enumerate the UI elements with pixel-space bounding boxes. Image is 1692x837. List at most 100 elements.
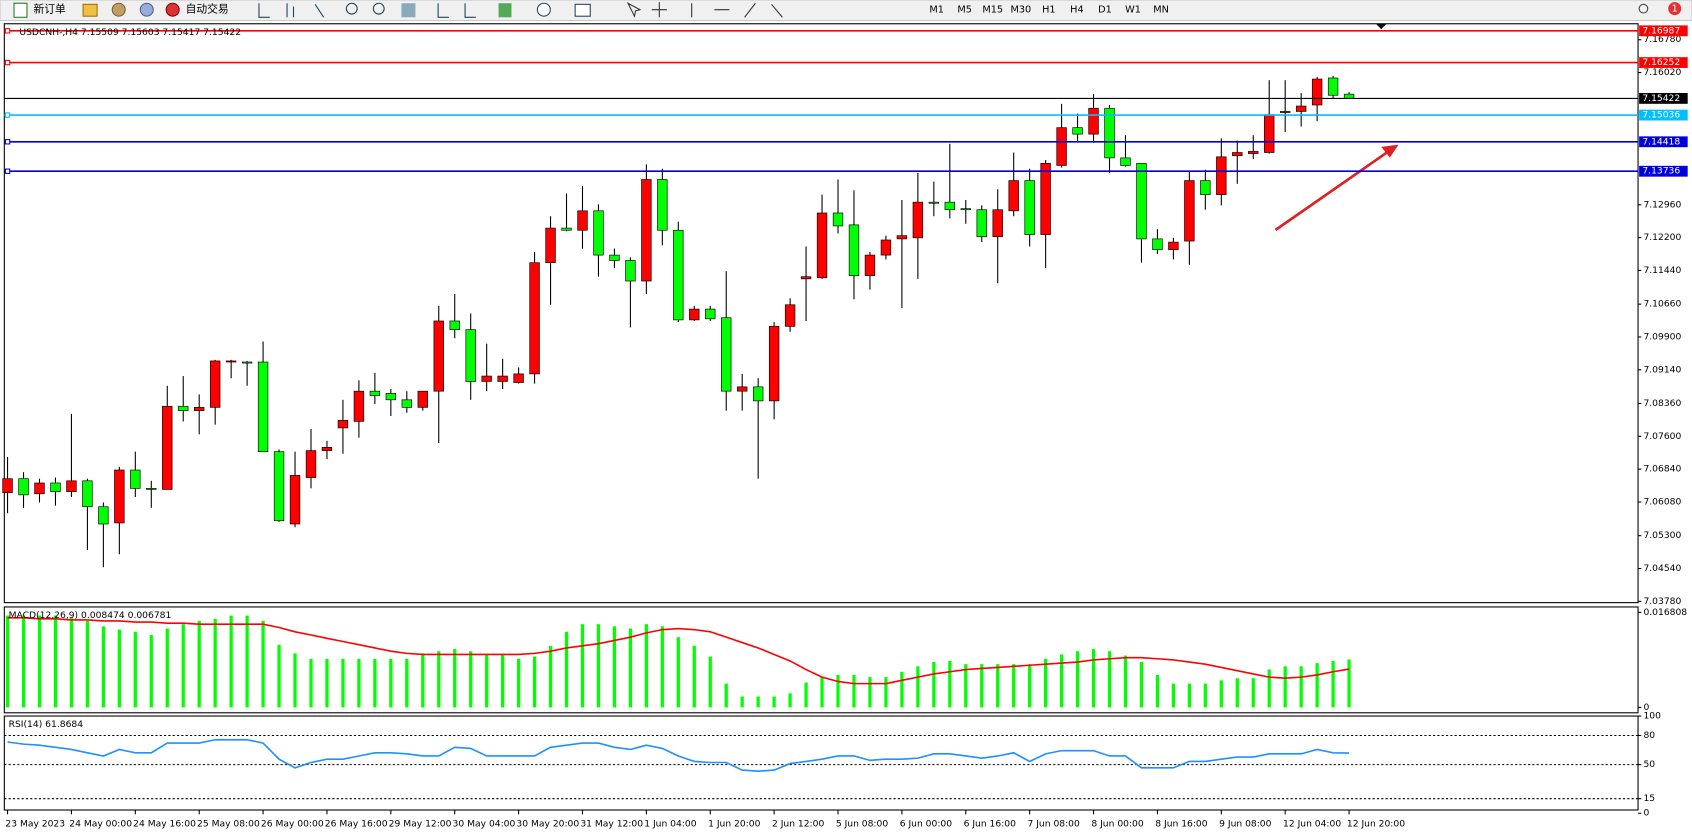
- candle-body: [1136, 162, 1147, 240]
- x-tick-label: 30 May 04:00: [453, 819, 516, 830]
- chart-type-icons[interactable]: [258, 3, 325, 18]
- candle-body: [848, 224, 860, 276]
- indicators[interactable]: [498, 3, 512, 18]
- macd-bar: [405, 658, 409, 708]
- macd-bar: [21, 615, 26, 708]
- timeframe-button[interactable]: D1: [1098, 5, 1112, 16]
- toolbar-icon[interactable]: [139, 2, 154, 17]
- search[interactable]: [1638, 3, 1649, 14]
- auto-trading-icon[interactable]: [165, 2, 180, 17]
- candle-body: [912, 201, 924, 239]
- price-tag-label: 7.13736: [1642, 166, 1680, 177]
- y-tick-label: 7.16020: [1643, 67, 1681, 78]
- y-tick-label: 7.08360: [1643, 398, 1681, 409]
- y-tick-label: 15: [1643, 793, 1655, 804]
- candle-body: [1056, 127, 1067, 166]
- tile-windows[interactable]: [401, 3, 416, 18]
- candle-body: [1008, 180, 1019, 212]
- macd-bar: [245, 615, 249, 708]
- macd-bar: [373, 658, 377, 708]
- macd-bar: [1155, 674, 1160, 708]
- y-tick-label: 80: [1643, 730, 1655, 741]
- scroll-icons[interactable]: [437, 3, 476, 18]
- candle-body: [896, 235, 908, 240]
- drawing-tools[interactable]: [626, 1, 783, 18]
- y-tick-label: 7.10660: [1643, 299, 1681, 310]
- candle-body: [289, 475, 301, 525]
- macd-bar: [261, 620, 265, 708]
- y-tick-label: 7.12200: [1643, 232, 1681, 243]
- new-order-button[interactable]: 新订单: [33, 3, 66, 16]
- periods[interactable]: [536, 2, 551, 17]
- new-order-icon[interactable]: [13, 2, 28, 18]
- zoom-in[interactable]: [345, 2, 358, 15]
- timeframe-button[interactable]: M15: [982, 5, 1003, 16]
- macd-bar: [948, 660, 952, 708]
- x-tick-label: 1 Jun 20:00: [708, 819, 760, 830]
- macd-bar: [820, 677, 824, 708]
- macd-bar: [932, 662, 936, 708]
- timeframe-button[interactable]: M1: [929, 5, 944, 16]
- timeframe-button[interactable]: MN: [1153, 5, 1169, 16]
- macd-bar: [309, 658, 313, 708]
- macd-bar: [628, 628, 633, 708]
- timeframe-button[interactable]: M5: [957, 5, 972, 16]
- timeframe-button[interactable]: H4: [1070, 5, 1083, 16]
- panel-title: MACD(12,26,9) 0.008474 0.006781: [9, 610, 172, 621]
- candle-body: [353, 390, 365, 422]
- candle-body: [481, 375, 492, 382]
- candle-body: [992, 209, 1003, 238]
- panel-title: RSI(14) 61.8684: [9, 719, 84, 730]
- toolbar-icon[interactable]: [111, 2, 126, 17]
- candle-body: [832, 212, 844, 227]
- candle-body: [880, 239, 892, 256]
- candle-body: [1184, 180, 1195, 242]
- candle-body: [130, 469, 141, 489]
- macd-bar: [181, 624, 185, 708]
- candle-body: [273, 451, 285, 522]
- y-tick-label: 7.07600: [1643, 431, 1681, 442]
- macd-bar: [1219, 680, 1223, 708]
- macd-bar: [916, 666, 920, 708]
- toolbar-icon[interactable]: [82, 3, 98, 17]
- y-tick-label: 7.06840: [1643, 464, 1681, 475]
- auto-trading-button[interactable]: 自动交易: [186, 3, 229, 16]
- candle-body: [529, 262, 540, 375]
- macd-bar: [868, 677, 872, 708]
- x-tick-label: 24 May 00:00: [69, 819, 132, 830]
- level-handle: [4, 59, 11, 66]
- templates[interactable]: [574, 3, 591, 17]
- notification-badge[interactable]: [1668, 2, 1682, 16]
- macd-bar: [1044, 658, 1048, 708]
- candle-body: [1248, 151, 1259, 154]
- macd-bar: [37, 615, 42, 708]
- macd-bar: [660, 626, 664, 708]
- candle-body: [1200, 180, 1211, 195]
- macd-bar: [1283, 666, 1287, 708]
- candle-body: [1295, 105, 1307, 112]
- zoom-out[interactable]: [372, 2, 385, 15]
- y-tick-label: 7.09900: [1643, 331, 1681, 342]
- price-tag: [1639, 25, 1688, 37]
- timeframe-button[interactable]: M30: [1010, 5, 1031, 16]
- candle-body: [178, 405, 189, 411]
- x-tick-label: 31 May 12:00: [580, 819, 643, 830]
- x-tick-label: 26 May 16:00: [325, 819, 388, 830]
- x-tick-label: 7 Jun 08:00: [1028, 819, 1080, 830]
- timeframes: M1 M5 M15 M30 H1 H4 D1 W1 MN: [929, 5, 1169, 16]
- x-tick-label: 24 May 16:00: [133, 819, 196, 830]
- macd-signal: [7, 616, 1350, 685]
- macd-bar: [884, 677, 888, 708]
- timeframe-button[interactable]: W1: [1125, 5, 1141, 16]
- y-tick-label: 0: [1643, 808, 1649, 819]
- candle-body: [194, 407, 205, 411]
- x-tick-label: 12 Jun 04:00: [1283, 819, 1341, 830]
- timeframe-button[interactable]: H1: [1042, 5, 1055, 16]
- panel-frame: [3, 606, 1639, 714]
- candle-body: [465, 329, 476, 382]
- x-tick-label: 2 Jun 12:00: [772, 819, 824, 830]
- candle-body: [928, 201, 940, 204]
- candle-body: [1024, 180, 1035, 235]
- macd-bar: [469, 651, 473, 708]
